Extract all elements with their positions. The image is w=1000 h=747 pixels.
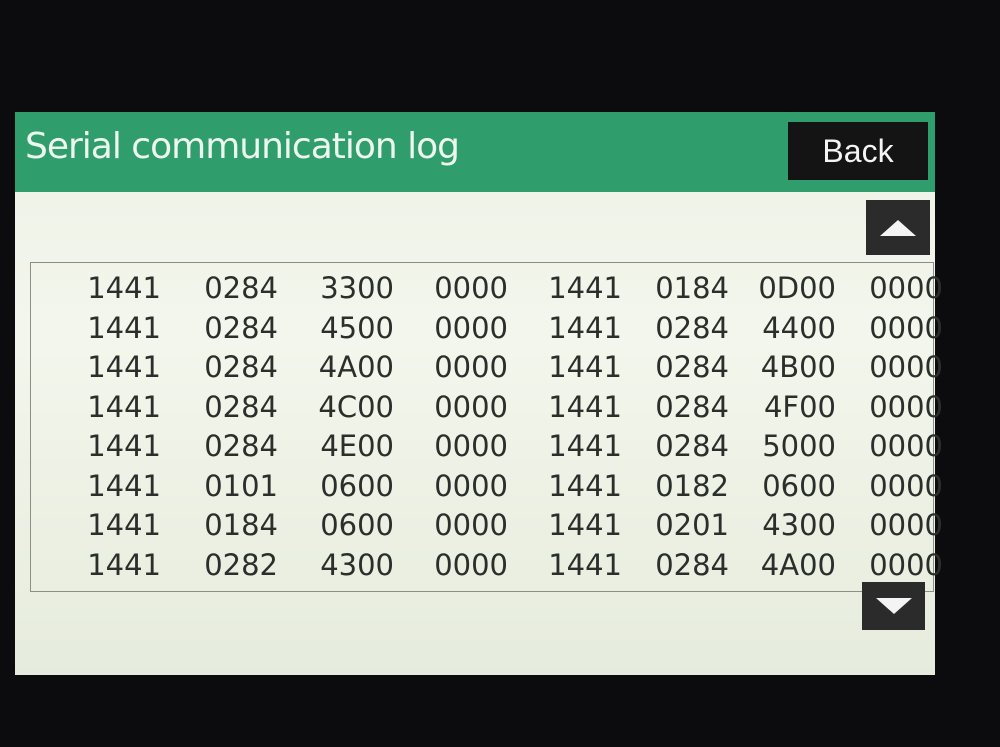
log-cell: 1441 — [87, 271, 161, 305]
log-cell: 0D00 — [758, 271, 836, 305]
log-cell: 4C00 — [318, 389, 394, 424]
log-cell: 0600 — [762, 468, 836, 503]
log-cell: 1441 — [548, 468, 622, 503]
log-cell: 3300 — [320, 271, 394, 305]
log-cell: 1441 — [548, 310, 622, 345]
log-cell: 0000 — [434, 547, 508, 582]
scroll-down-button[interactable] — [862, 582, 925, 630]
log-cell: 1441 — [548, 508, 622, 542]
triangle-up-icon — [880, 219, 916, 236]
log-cell: 0284 — [204, 271, 278, 305]
log-cell: 1441 — [548, 547, 622, 582]
header-bar: Serial communication log Back — [15, 112, 935, 192]
log-cell: 0182 — [655, 468, 729, 503]
log-cell: 1441 — [87, 508, 161, 542]
log-cell: 0000 — [869, 389, 943, 424]
log-cell: 4B00 — [760, 350, 836, 384]
log-cell: 0000 — [434, 508, 508, 542]
log-cell: 0000 — [869, 310, 943, 345]
log-cell: 1441 — [548, 350, 622, 384]
log-cell: 0282 — [204, 547, 278, 582]
log-cell: 1441 — [548, 271, 622, 305]
log-row: 1441 0282 4300 0000 1441 0284 4A00 0000 — [31, 547, 943, 586]
log-cell: 0284 — [655, 350, 729, 384]
log-cell: 0000 — [869, 350, 943, 384]
log-cell: 0000 — [869, 271, 943, 305]
log-cell: 0600 — [320, 468, 394, 503]
log-cell: 0000 — [434, 389, 508, 424]
log-cell: 1441 — [87, 389, 161, 424]
log-cell: 1441 — [87, 468, 161, 503]
scroll-up-button[interactable] — [866, 200, 930, 255]
log-cell: 0284 — [655, 429, 729, 463]
log-row: 1441 0284 4C00 0000 1441 0284 4F00 0000 — [31, 389, 943, 428]
log-cell: 4A00 — [318, 350, 394, 384]
log-cell: 4A00 — [760, 547, 836, 582]
log-cell: 0284 — [204, 310, 278, 345]
log-row: 1441 0101 0600 0000 1441 0182 0600 0000 — [31, 468, 943, 507]
back-button[interactable]: Back — [788, 122, 928, 180]
log-cell: 0000 — [869, 547, 943, 582]
log-cell: 4E00 — [320, 429, 394, 463]
log-cell: 0000 — [434, 429, 508, 463]
log-cell: 0201 — [655, 508, 729, 542]
log-cell: 0284 — [655, 310, 729, 345]
log-cell: 0284 — [204, 429, 278, 463]
log-cell: 0000 — [434, 310, 508, 345]
log-cell: 4400 — [762, 310, 836, 345]
page-title: Serial communication log — [25, 126, 460, 167]
log-table: 1441 0284 3300 0000 1441 0184 0D00 0000 1441 0284… — [30, 262, 943, 592]
log-cell: 0000 — [434, 468, 508, 503]
log-cell: 1441 — [87, 429, 161, 463]
log-cell: 0284 — [655, 389, 729, 424]
log-cell: 1441 — [548, 429, 622, 463]
log-cell: 0101 — [204, 468, 278, 503]
triangle-down-icon — [875, 598, 912, 614]
log-row: 1441 0284 4500 0000 1441 0284 4400 0000 — [31, 310, 943, 349]
log-cell: 1441 — [548, 389, 622, 424]
log-cell: 1441 — [87, 547, 161, 582]
log-cell: 4300 — [320, 547, 394, 582]
log-cell: 1441 — [87, 350, 161, 384]
log-cell: 5000 — [762, 429, 836, 463]
log-row: 1441 0184 0600 0000 1441 0201 4300 0000 — [31, 508, 943, 546]
log-cell: 0284 — [655, 547, 729, 582]
log-cell: 0600 — [320, 508, 394, 542]
log-cell: 0284 — [204, 389, 278, 424]
log-cell: 0000 — [869, 468, 943, 503]
log-row: 1441 0284 3300 0000 1441 0184 0D00 0000 — [31, 271, 943, 309]
log-cell: 4500 — [320, 310, 394, 345]
log-cell: 1441 — [87, 310, 161, 345]
log-cell: 4300 — [762, 508, 836, 542]
log-cell: 0284 — [204, 350, 278, 384]
log-cell: 0184 — [655, 271, 729, 305]
log-cell: 4F00 — [763, 389, 836, 424]
log-cell: 0000 — [434, 271, 508, 305]
log-row: 1441 0284 4E00 0000 1441 0284 5000 0000 — [31, 429, 943, 467]
log-row: 1441 0284 4A00 0000 1441 0284 4B00 0000 — [31, 350, 943, 388]
screen: Serial communication log Back 1441 0284 33… — [15, 112, 943, 675]
log-cell: 0000 — [869, 429, 943, 463]
log-cell: 0000 — [869, 508, 943, 542]
log-cell: 0184 — [204, 508, 278, 542]
log-cell: 0000 — [434, 350, 508, 384]
